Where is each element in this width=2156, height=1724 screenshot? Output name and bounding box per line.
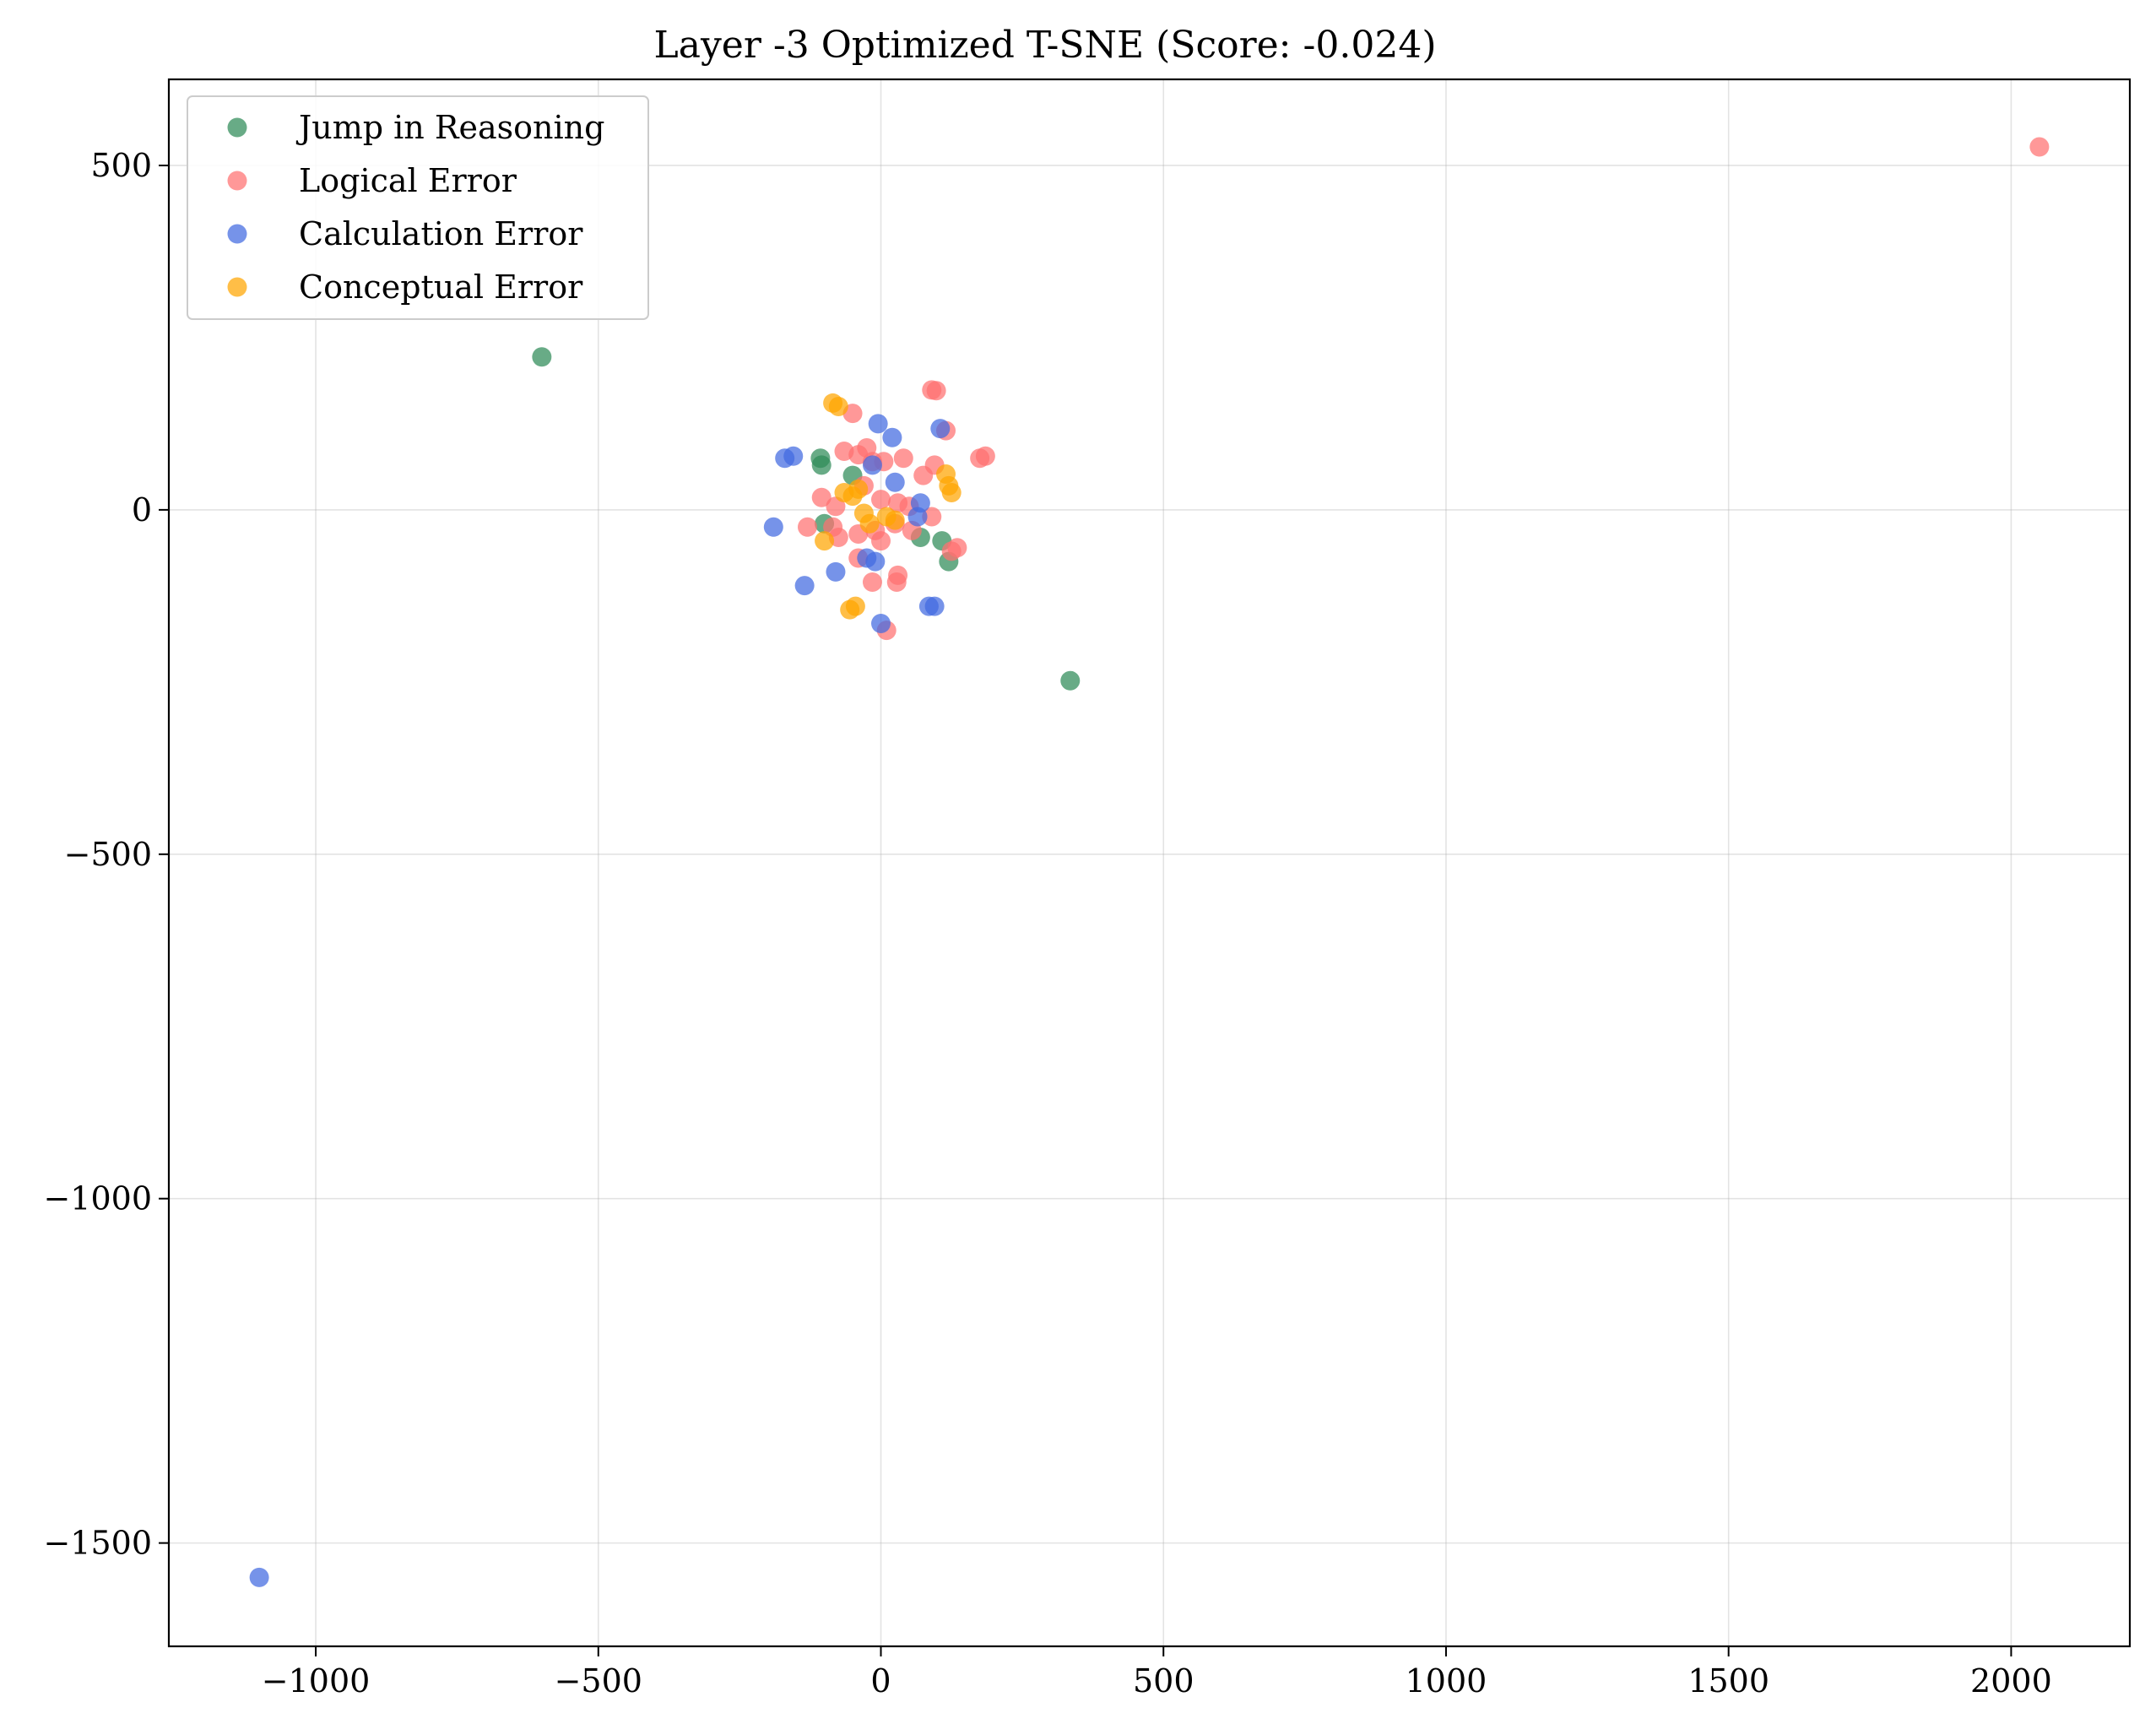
grid-lines [169, 79, 2130, 1646]
legend-label-jump-in-reasoning: Jump in Reasoning [295, 109, 604, 146]
point-calculation-error [794, 576, 815, 596]
data-points [249, 137, 2050, 1587]
point-logical-error [975, 446, 995, 466]
x-tick-label: −500 [555, 1662, 642, 1700]
point-logical-error [871, 531, 891, 551]
y-tick-label: −1000 [43, 1180, 152, 1217]
y-tick-label: −500 [64, 836, 152, 873]
plot-area-frame [167, 78, 2132, 1648]
point-calculation-error [930, 419, 951, 439]
point-conceptual-error [828, 397, 848, 417]
point-calculation-error [907, 507, 928, 527]
x-tick-label: 500 [1133, 1662, 1194, 1700]
x-tick-label: −1000 [262, 1662, 371, 1700]
y-tick-label: −1500 [43, 1525, 152, 1562]
point-logical-error [797, 517, 817, 537]
x-tick-label: 1000 [1406, 1662, 1487, 1700]
point-calculation-error [882, 427, 902, 447]
point-calculation-error [826, 561, 846, 582]
legend-marker-jump-in-reasoning [227, 117, 247, 138]
axes: −1000 −500 0 500 1000 1500 2000 500 0 −500 −1000 −1… [43, 147, 2051, 1700]
legend: Jump in Reasoning Logical Error Calculatio… [187, 95, 649, 320]
legend-label-conceptual-error: Conceptual Error [299, 268, 583, 306]
point-conceptual-error [941, 482, 962, 502]
point-logical-error [926, 381, 946, 401]
point-conceptual-error [848, 479, 869, 499]
point-jump-in-reasoning [1060, 670, 1081, 691]
point-calculation-error [763, 517, 783, 537]
point-conceptual-error [840, 599, 860, 620]
legend-marker-logical-error [227, 171, 247, 191]
point-conceptual-error [859, 513, 880, 534]
y-tick-label: 0 [132, 491, 152, 529]
x-tick-label: 1500 [1687, 1662, 1769, 1700]
point-calculation-error [871, 614, 891, 634]
point-conceptual-error [815, 531, 835, 551]
point-calculation-error [868, 414, 888, 434]
point-logical-error [2029, 137, 2050, 157]
point-calculation-error [885, 472, 905, 492]
legend-label-calculation-error: Calculation Error [299, 215, 583, 252]
legend-marker-conceptual-error [227, 277, 247, 297]
x-tick-label: 0 [870, 1662, 891, 1700]
point-conceptual-error [885, 510, 905, 530]
y-tick-label: 500 [90, 147, 152, 184]
point-logical-error [871, 490, 891, 510]
point-calculation-error [924, 596, 945, 616]
point-logical-error [862, 572, 882, 593]
point-calculation-error [862, 455, 882, 475]
legend-marker-calculation-error [227, 224, 247, 244]
legend-label-logical-error: Logical Error [299, 162, 517, 199]
point-calculation-error [865, 551, 886, 572]
point-logical-error [913, 465, 934, 485]
point-logical-error [922, 507, 942, 527]
legend-box [187, 95, 649, 320]
point-jump-in-reasoning [532, 347, 552, 367]
point-jump-in-reasoning [811, 455, 832, 475]
chart-title: Layer -3 Optimized T-SNE (Score: -0.024) [654, 24, 1437, 67]
point-calculation-error [249, 1567, 269, 1587]
point-logical-error [947, 538, 967, 558]
point-logical-error [886, 572, 907, 593]
x-tick-label: 2000 [1970, 1662, 2052, 1700]
point-logical-error [893, 448, 913, 469]
point-calculation-error [783, 446, 804, 466]
point-logical-error [811, 487, 832, 507]
